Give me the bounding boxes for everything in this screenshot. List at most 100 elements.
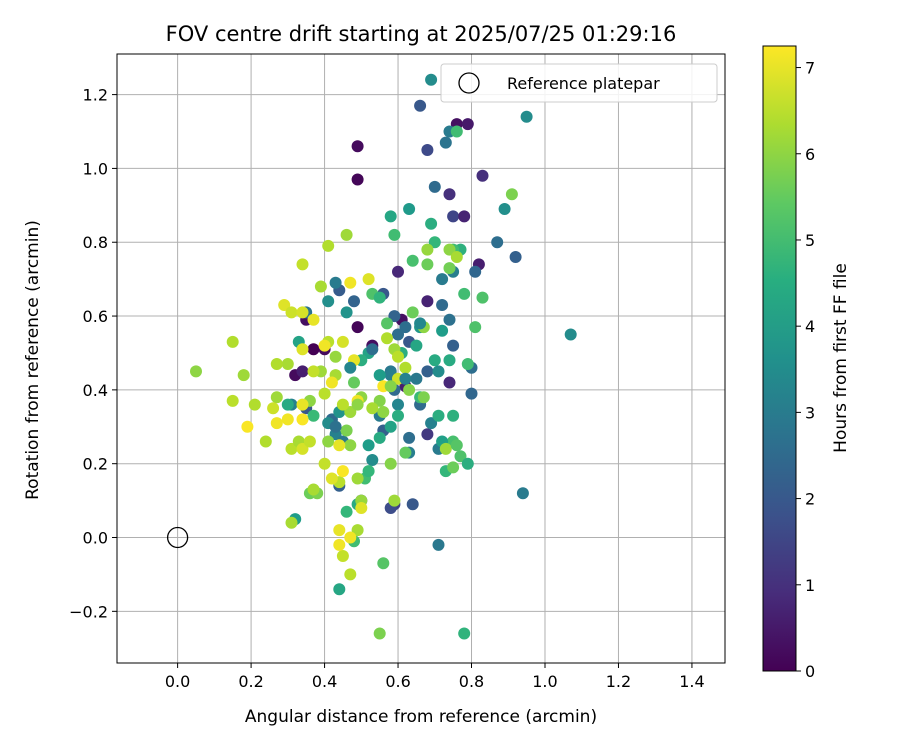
x-axis-ticks: 0.0 0.2 0.4 0.6 0.8 1.0 1.2 1.4 bbox=[165, 663, 705, 691]
scatter-point bbox=[285, 442, 298, 455]
legend: Reference platepar bbox=[440, 63, 718, 103]
scatter-point bbox=[348, 295, 360, 308]
reference-platepar-marker bbox=[166, 526, 189, 549]
scatter-point bbox=[414, 99, 427, 112]
scatter-point bbox=[336, 465, 349, 478]
y-tick-label: 0.2 bbox=[83, 455, 108, 474]
scatter-point bbox=[447, 409, 460, 422]
y-tick-label: −0.2 bbox=[69, 602, 108, 621]
scatter-point bbox=[344, 531, 357, 544]
scatter-point bbox=[373, 369, 386, 382]
scatter-point bbox=[325, 472, 338, 485]
plot-area: 0.0 0.2 0.4 0.6 0.8 1.0 1.2 1.4 −0.20.00.20.40.… bbox=[69, 53, 726, 691]
scatter-point bbox=[267, 402, 280, 415]
scatter-point bbox=[388, 494, 401, 507]
scatter-point bbox=[318, 339, 331, 352]
scatter-point bbox=[322, 295, 335, 308]
scatter-point bbox=[322, 435, 335, 448]
scatter-point bbox=[351, 472, 364, 485]
scatter-point bbox=[307, 409, 320, 422]
scatter-point bbox=[443, 313, 456, 326]
colorbar-gradient bbox=[762, 45, 797, 672]
scatter-point bbox=[436, 324, 449, 337]
scatter-point bbox=[458, 287, 471, 300]
y-tick-label: 1.0 bbox=[83, 159, 108, 178]
scatter-point bbox=[450, 251, 463, 263]
scatter-point bbox=[355, 502, 368, 514]
colorbar-tick-label: 5 bbox=[805, 231, 815, 250]
scatter-point bbox=[329, 350, 342, 363]
colorbar-tick-label: 7 bbox=[805, 59, 815, 78]
scatter-point bbox=[307, 483, 320, 496]
scatter-point bbox=[447, 210, 460, 223]
scatter-point bbox=[414, 317, 427, 330]
scatter-point bbox=[443, 243, 456, 256]
scatter-point bbox=[333, 538, 346, 551]
scatter-point bbox=[226, 394, 239, 407]
grid-lines bbox=[117, 54, 725, 663]
scatter-point bbox=[403, 383, 416, 396]
data-points bbox=[190, 73, 577, 640]
scatter-point bbox=[340, 228, 353, 241]
colorbar-ticks: 0 1 2 3 4 5 6 7 bbox=[796, 59, 815, 681]
scatter-point bbox=[259, 435, 272, 448]
scatter-point bbox=[458, 210, 471, 223]
colorbar-tick-label: 3 bbox=[805, 403, 815, 422]
scatter-point bbox=[237, 369, 250, 382]
scatter-point bbox=[362, 439, 375, 452]
colorbar: 0 1 2 3 4 5 6 7 Hours from first FF file bbox=[762, 45, 851, 681]
scatter-point bbox=[392, 350, 404, 363]
scatter-point bbox=[432, 365, 445, 378]
scatter-point bbox=[373, 431, 386, 444]
scatter-point bbox=[392, 328, 404, 341]
x-tick-label: 0.8 bbox=[459, 672, 484, 691]
scatter-point bbox=[443, 262, 456, 275]
scatter-point bbox=[491, 236, 504, 249]
scatter-point bbox=[377, 557, 390, 570]
scatter-point bbox=[351, 173, 364, 186]
scatter-point bbox=[399, 446, 412, 459]
scatter-point bbox=[307, 313, 320, 326]
scatter-point bbox=[270, 358, 283, 370]
y-axis-label: Rotation from reference (arcmin) bbox=[23, 220, 43, 500]
scatter-point bbox=[421, 243, 434, 256]
scatter-point bbox=[351, 524, 364, 537]
scatter-point bbox=[476, 169, 489, 182]
x-tick-label: 1.2 bbox=[606, 672, 631, 691]
scatter-point bbox=[281, 358, 294, 370]
scatter-point bbox=[520, 110, 533, 123]
scatter-point bbox=[344, 439, 357, 452]
scatter-point bbox=[384, 210, 397, 223]
scatter-point bbox=[443, 354, 456, 367]
scatter-point bbox=[333, 439, 346, 452]
scatter-point bbox=[366, 454, 379, 466]
scatter-point bbox=[436, 273, 449, 286]
scatter-point bbox=[410, 372, 423, 385]
y-tick-label: 0.8 bbox=[83, 233, 108, 252]
scatter-point bbox=[403, 203, 416, 215]
scatter-point bbox=[447, 339, 460, 352]
scatter-point bbox=[450, 125, 463, 138]
scatter-point bbox=[403, 431, 416, 444]
scatter-point bbox=[461, 457, 474, 470]
scatter-point bbox=[296, 365, 309, 378]
plot-frame bbox=[116, 53, 726, 664]
scatter-point bbox=[296, 413, 309, 426]
scatter-point bbox=[270, 391, 283, 404]
scatter-point bbox=[329, 420, 342, 433]
scatter-point bbox=[421, 144, 434, 156]
scatter-point bbox=[351, 321, 364, 334]
colorbar-label: Hours from first FF file bbox=[831, 263, 851, 453]
scatter-point bbox=[344, 361, 357, 374]
legend-label: Reference platepar bbox=[507, 74, 660, 93]
scatter-point bbox=[564, 328, 577, 341]
legend-box bbox=[440, 63, 718, 103]
x-tick-label: 0.4 bbox=[312, 672, 337, 691]
scatter-point bbox=[329, 276, 342, 289]
scatter-point bbox=[476, 291, 489, 304]
scatter-point bbox=[421, 258, 434, 271]
scatter-point bbox=[425, 417, 438, 430]
scatter-point bbox=[421, 295, 434, 308]
scatter-point bbox=[241, 420, 254, 433]
scatter-point bbox=[285, 516, 298, 529]
